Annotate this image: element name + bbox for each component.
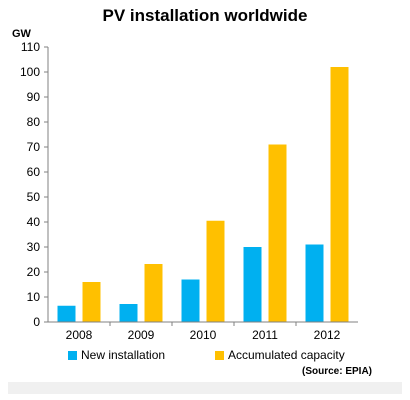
y-tick-label: 110 bbox=[21, 40, 40, 54]
bar-new-installation-2010 bbox=[181, 279, 200, 322]
chart-title: PV installation worldwide bbox=[102, 6, 308, 25]
legend-label-new-installation: New installation bbox=[81, 348, 166, 362]
legend-item-accumulated-capacity: Accumulated capacity bbox=[215, 348, 345, 362]
y-tick-label: 10 bbox=[27, 290, 41, 304]
bar-accumulated-capacity-2009 bbox=[144, 264, 163, 322]
y-tick-label: 80 bbox=[27, 115, 41, 129]
bar-new-installation-2009 bbox=[119, 304, 138, 322]
bar-accumulated-capacity-2011 bbox=[268, 144, 287, 322]
x-tick-label: 2008 bbox=[66, 328, 93, 342]
x-tick-label: 2012 bbox=[314, 328, 341, 342]
source-note: (Source: EPIA) bbox=[301, 366, 372, 377]
bar-accumulated-capacity-2010 bbox=[206, 220, 225, 322]
legend-item-new-installation: New installation bbox=[68, 348, 165, 362]
y-tick-label: 100 bbox=[20, 65, 40, 79]
y-tick-label: 0 bbox=[33, 315, 40, 329]
y-axis-unit: GW bbox=[12, 28, 31, 40]
y-tick-label: 70 bbox=[27, 140, 41, 154]
y-tick-label: 20 bbox=[27, 265, 41, 279]
legend-swatch-new-installation bbox=[68, 350, 77, 360]
bar-accumulated-capacity-2008 bbox=[82, 282, 101, 322]
y-tick-label: 60 bbox=[27, 165, 41, 179]
legend-swatch-accumulated-capacity bbox=[215, 350, 224, 360]
bar-new-installation-2012 bbox=[305, 244, 324, 322]
legend-label-accumulated-capacity: Accumulated capacity bbox=[228, 348, 345, 362]
x-tick-label: 2009 bbox=[128, 328, 155, 342]
bar-new-installation-2008 bbox=[57, 305, 76, 322]
bar-accumulated-capacity-2012 bbox=[330, 67, 349, 322]
bottom-strip bbox=[8, 382, 402, 394]
y-tick-label: 40 bbox=[27, 215, 41, 229]
y-tick-label: 30 bbox=[27, 240, 41, 254]
y-tick-label: 90 bbox=[27, 90, 41, 104]
bar-new-installation-2011 bbox=[243, 247, 262, 322]
y-tick-label: 50 bbox=[27, 190, 41, 204]
x-tick-label: 2011 bbox=[252, 328, 278, 342]
x-tick-label: 2010 bbox=[190, 328, 217, 342]
